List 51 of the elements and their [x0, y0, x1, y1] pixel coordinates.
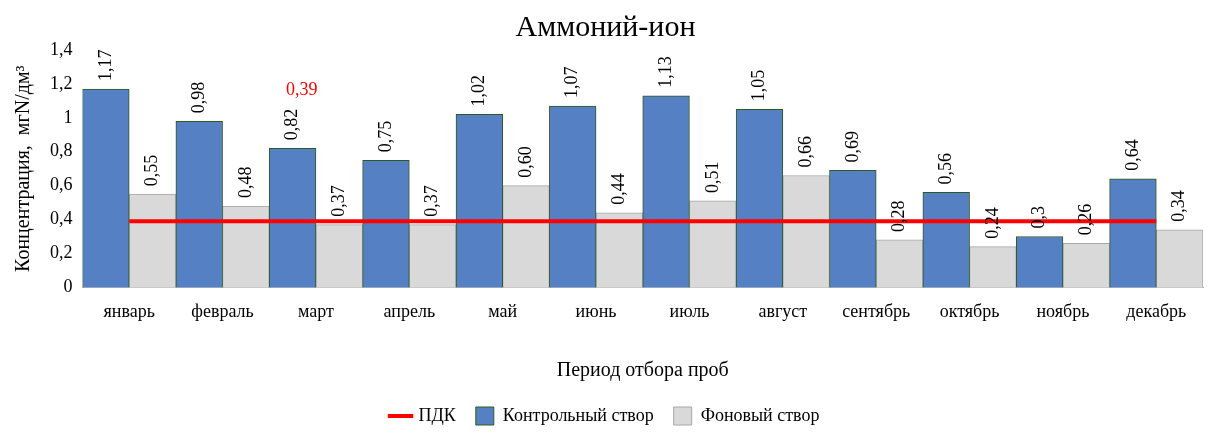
data-label: 1,05: [748, 69, 769, 102]
x-tick-label: январь: [103, 300, 155, 321]
data-label: 0,82: [281, 108, 302, 141]
data-label: 0,98: [187, 81, 208, 114]
x-tick-label: ноябрь: [1036, 300, 1090, 321]
y-tick-label: 0,6: [50, 174, 73, 195]
chart-title: Аммоний-ион: [515, 8, 696, 42]
x-tick-label: декабрь: [1126, 300, 1187, 321]
x-tick-label: август: [758, 300, 808, 321]
data-label: 0,26: [1075, 203, 1096, 236]
legend-label: Контрольный створ: [502, 404, 654, 425]
y-tick-label: 0,8: [50, 140, 73, 161]
x-axis-title: Период отбора проб: [556, 358, 729, 382]
data-label: 0,44: [608, 173, 629, 205]
data-label: 0,24: [981, 207, 1002, 239]
x-tick-label: июль: [669, 300, 710, 321]
data-label: 0,28: [888, 200, 909, 232]
data-label: 0,60: [514, 146, 535, 178]
data-label: 0,75: [374, 120, 395, 153]
y-tick-label: 1,2: [50, 72, 73, 93]
y-tick-label: 0: [63, 276, 73, 297]
data-label: 0,64: [1121, 139, 1142, 171]
x-tick-label: июнь: [575, 300, 617, 321]
y-tick-label: 0,4: [50, 208, 73, 229]
data-label: 0,56: [934, 152, 955, 185]
data-label: 1,07: [561, 66, 582, 98]
y-axis-title: Концентрация, мгN/дм³: [11, 65, 35, 272]
x-tick-label: октябрь: [939, 300, 1000, 321]
data-label: 0,69: [841, 130, 862, 163]
data-label: 0,3: [1028, 206, 1049, 229]
data-label: 0,34: [1168, 190, 1189, 222]
data-label: 1,17: [94, 49, 115, 81]
x-tick-label: апрель: [383, 300, 436, 321]
data-label: 0,37: [421, 185, 442, 217]
data-label: 0,55: [141, 154, 162, 187]
data-label: 0,48: [234, 166, 255, 199]
data-label: 0,66: [794, 135, 815, 168]
legend-label: ПДК: [418, 404, 457, 425]
data-label: 0,37: [328, 185, 349, 217]
x-tick-label: февраль: [191, 300, 254, 321]
y-tick-label: 0,2: [50, 242, 73, 263]
x-tick-label: май: [488, 300, 518, 321]
y-tick-label: 1,4: [50, 38, 73, 59]
data-label: 1,13: [654, 56, 675, 88]
y-tick-label: 1: [63, 106, 73, 127]
legend-label: Фоновый створ: [700, 404, 820, 425]
annotation: 0,39: [285, 78, 318, 99]
data-label: 0,51: [701, 161, 722, 193]
data-label: 1,02: [468, 74, 489, 107]
x-tick-label: март: [297, 300, 335, 321]
x-tick-label: сентябрь: [842, 300, 911, 321]
